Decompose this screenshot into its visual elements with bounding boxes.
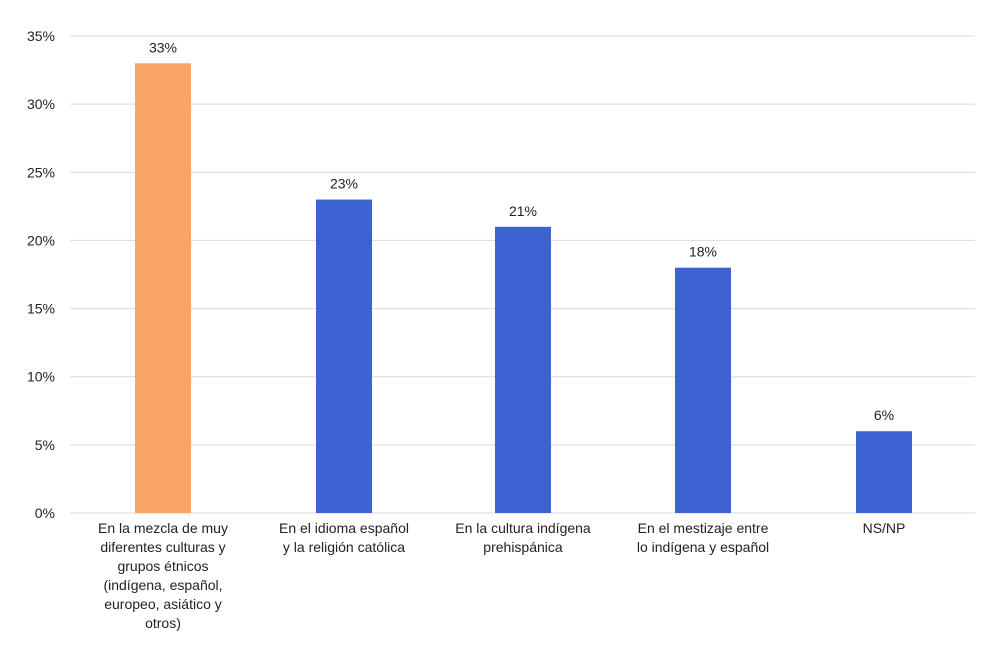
x-category-label: En el idioma español y la religión católi… (279, 520, 409, 555)
y-tick-label: 25% (27, 164, 55, 180)
y-tick-label: 30% (27, 96, 55, 112)
data-label: 33% (149, 39, 177, 55)
x-category-label-line: En la mezcla de muy (98, 520, 228, 536)
y-tick-label: 35% (27, 28, 55, 44)
y-tick-label: 15% (27, 301, 55, 317)
x-axis-category-labels: En la mezcla de muy diferentes culturas y… (98, 520, 905, 631)
data-label: 6% (874, 407, 894, 423)
bar (856, 431, 912, 513)
bars (135, 63, 912, 514)
x-category-label-line: En el mestizaje entre (638, 520, 769, 536)
data-label: 21% (509, 203, 537, 219)
x-category-label-line: prehispánica (483, 539, 563, 555)
y-tick-label: 20% (27, 232, 55, 248)
data-label: 23% (330, 176, 358, 192)
data-label: 18% (689, 244, 717, 260)
x-category-label-line: y la religión católica (283, 539, 405, 555)
data-labels: 33% 23% 21% 18% 6% (149, 39, 894, 423)
bar (675, 267, 731, 513)
x-category-label: En el mestizaje entre lo indígena y españ… (637, 520, 769, 555)
x-category-label-line: europeo, asiático y (104, 596, 222, 612)
x-category-label-line: NS/NP (863, 520, 906, 536)
x-category-label-line: otros) (145, 615, 181, 631)
x-category-label: En la mezcla de muy diferentes culturas y… (98, 520, 228, 631)
y-axis-tick-labels: 0% 5% 10% 15% 20% 25% 30% 35% (27, 28, 55, 521)
x-category-label-line: diferentes culturas y (100, 539, 225, 555)
x-category-label-line: grupos étnicos (117, 558, 208, 574)
bar (495, 226, 551, 514)
bar (135, 63, 191, 513)
x-category-label-line: En el idioma español (279, 520, 409, 536)
x-category-label: NS/NP (863, 520, 906, 536)
x-category-label: En la cultura indígena prehispánica (455, 520, 591, 555)
x-category-label-line: En la cultura indígena (455, 520, 591, 536)
x-category-label-line: (indígena, español, (103, 577, 222, 593)
y-tick-label: 5% (35, 437, 55, 453)
y-tick-label: 0% (35, 505, 55, 521)
x-category-label-line: lo indígena y español (637, 539, 769, 555)
bar (316, 199, 372, 514)
y-tick-label: 10% (27, 369, 55, 385)
